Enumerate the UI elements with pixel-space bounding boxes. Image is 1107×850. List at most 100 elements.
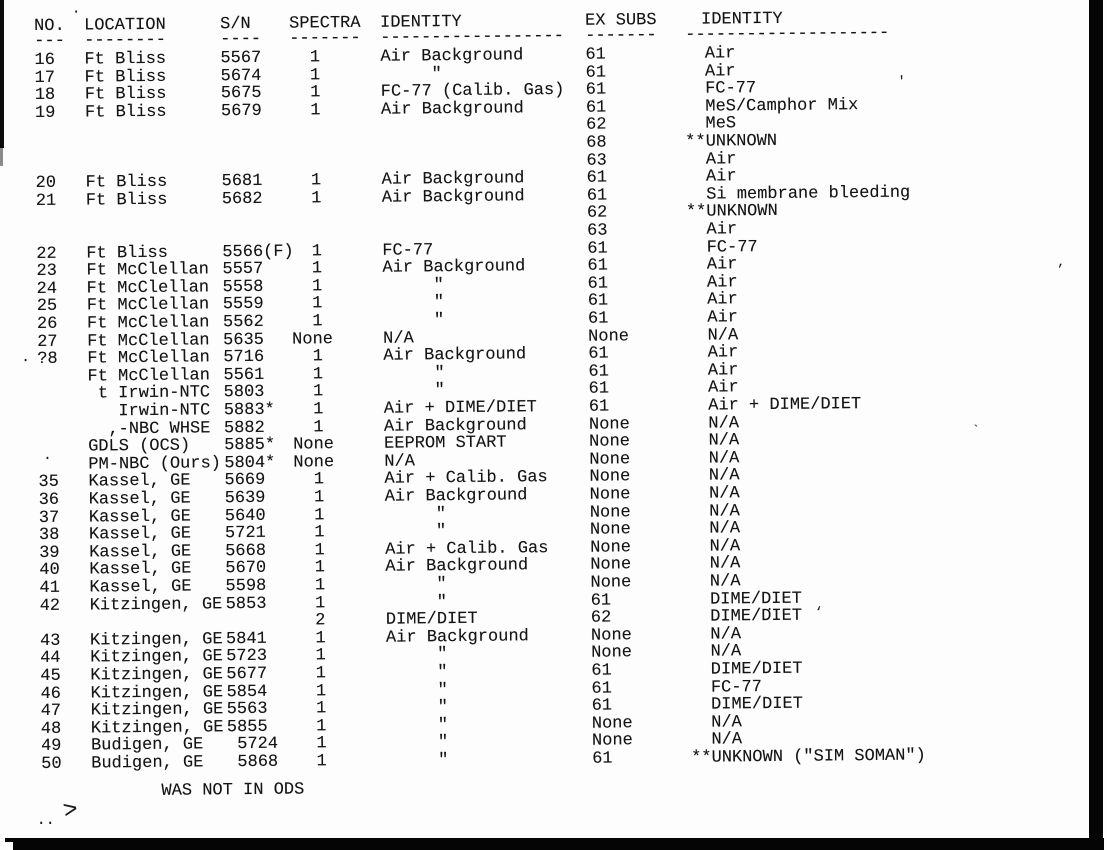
cell-spectra: None (292, 329, 334, 350)
cell-sn: 5803 (223, 383, 265, 403)
cell-location: Kassel, GE (88, 489, 191, 510)
cell-identity: " (386, 663, 448, 683)
cell-location: Kassel, GE (89, 577, 192, 598)
cell-no: 48 (40, 719, 62, 739)
cell-spectra: 1 (289, 83, 321, 103)
cell-spectra: 1 (294, 593, 326, 614)
cell-ex-subs: 61 (586, 168, 608, 188)
cell-sn: 5639 (224, 488, 266, 509)
cell-identity: Air Background (382, 257, 526, 278)
cell-ex-subs: None (591, 731, 633, 752)
cell-spectra: None (293, 452, 335, 473)
cell-identity: " (384, 522, 447, 542)
scan-bar-right (1089, 0, 1103, 850)
cell-ex-subs: 61 (585, 98, 607, 118)
cell-ex-subs: None (590, 555, 632, 576)
cell-ex-subs: None (589, 467, 631, 488)
cell-sn: 5559 (222, 295, 264, 315)
cell-location: Ft Bliss (84, 49, 167, 70)
cell-ex-subs: None (590, 626, 632, 646)
cell-sn: 5562 (222, 312, 264, 333)
cell-spectra: 1 (289, 101, 321, 121)
cell-spectra: 1 (291, 241, 322, 262)
cell-ex-subs: None (588, 326, 630, 347)
cell-sn: 5558 (222, 277, 264, 298)
cell-spectra: 1 (295, 681, 327, 702)
underline-identity2: -------------------- (685, 23, 890, 45)
cell-identity: N/A (383, 329, 414, 349)
cell-sn: 5557 (222, 260, 264, 280)
cell-ex-subs: None (589, 485, 631, 505)
cell-ex-subs: 61 (587, 309, 609, 329)
cell-sn: 5681 (221, 172, 263, 192)
cell-identity2: MeS/Camphor Mix (684, 95, 859, 117)
cell-location: Budigen, GE (91, 753, 204, 774)
cell-no: 36 (38, 490, 60, 511)
cell-ex-subs: 63 (586, 151, 607, 171)
cell-sn: 5669 (224, 471, 266, 491)
cell-identity2: Air (686, 308, 739, 328)
cell-no: 41 (39, 578, 61, 599)
cell-sn: 5561 (223, 365, 265, 386)
cell-no: 19 (34, 103, 56, 123)
cell-ex-subs: 62 (590, 608, 612, 628)
cell-spectra: 1 (291, 277, 323, 297)
cell-identity2: N/A (689, 572, 741, 592)
cell-sn: 5679 (220, 101, 262, 122)
cell-location: Ft Bliss (84, 102, 167, 123)
cell-identity2: Air (685, 167, 737, 187)
cell-identity2: DIME/DIET (689, 606, 803, 627)
cell-identity2: N/A (688, 519, 741, 539)
cell-ex-subs: 61 (588, 362, 609, 382)
cell-spectra: 1 (292, 347, 324, 367)
cell-spectra: 1 (293, 523, 325, 543)
cell-spectra: 1 (295, 664, 327, 684)
cell-identity: Air Background (383, 345, 527, 366)
cell-spectra: 1 (290, 189, 322, 209)
underline-location: -------- (84, 30, 166, 51)
cell-identity: Air Background (380, 99, 524, 120)
cell-no: 35 (38, 473, 60, 493)
scan-artifact: ’ (1056, 262, 1065, 278)
cell-identity2: Air (686, 255, 738, 275)
cell-location: Ft Bliss (85, 190, 168, 211)
scan-artifact: ‘ (814, 604, 823, 620)
cell-ex-subs: None (589, 450, 631, 470)
cell-spectra: 1 (292, 382, 324, 402)
cell-identity: Air Background (381, 187, 525, 208)
underline-identity: ------------------ (380, 26, 564, 48)
underline-spectra: ------- (289, 28, 361, 49)
cell-spectra: 1 (295, 717, 327, 737)
cell-ex-subs: 63 (587, 221, 608, 241)
cell-ex-subs: 68 (586, 133, 607, 153)
cell-identity: EEPROM START (384, 433, 507, 454)
cell-ex-subs: 61 (585, 63, 607, 83)
cell-spectra: 1 (293, 470, 325, 490)
cell-sn: 5716 (223, 348, 265, 368)
cell-identity: " (385, 575, 447, 595)
cell-spectra: 2 (294, 611, 326, 631)
cell-spectra: 1 (289, 65, 321, 86)
cell-identity2: Air (687, 343, 739, 363)
cell-spectra: 1 (293, 505, 325, 526)
cell-ex-subs: None (589, 502, 631, 523)
cell-no: 18 (34, 86, 56, 106)
cell-no: 27 (37, 332, 58, 352)
scan-artifact: . (21, 350, 30, 367)
cell-ex-subs: None (591, 714, 633, 734)
cell-ex-subs: 61 (590, 591, 612, 611)
cell-no: 38 (38, 526, 60, 546)
cell-ex-subs: None (589, 432, 631, 452)
cell-sn: 5682 (221, 189, 263, 210)
cell-sn: 5868 (227, 752, 279, 773)
cell-spectra: 1 (294, 576, 326, 596)
scan-edge-left-fade (0, 148, 3, 166)
cell-ex-subs: 61 (588, 397, 610, 417)
scan-artifact: . (43, 447, 52, 464)
cell-ex-subs: 61 (592, 749, 613, 769)
cell-identity: Air Background (384, 486, 528, 507)
scan-artifact: . (71, 1, 81, 18)
cell-no: ?8 (37, 350, 58, 370)
